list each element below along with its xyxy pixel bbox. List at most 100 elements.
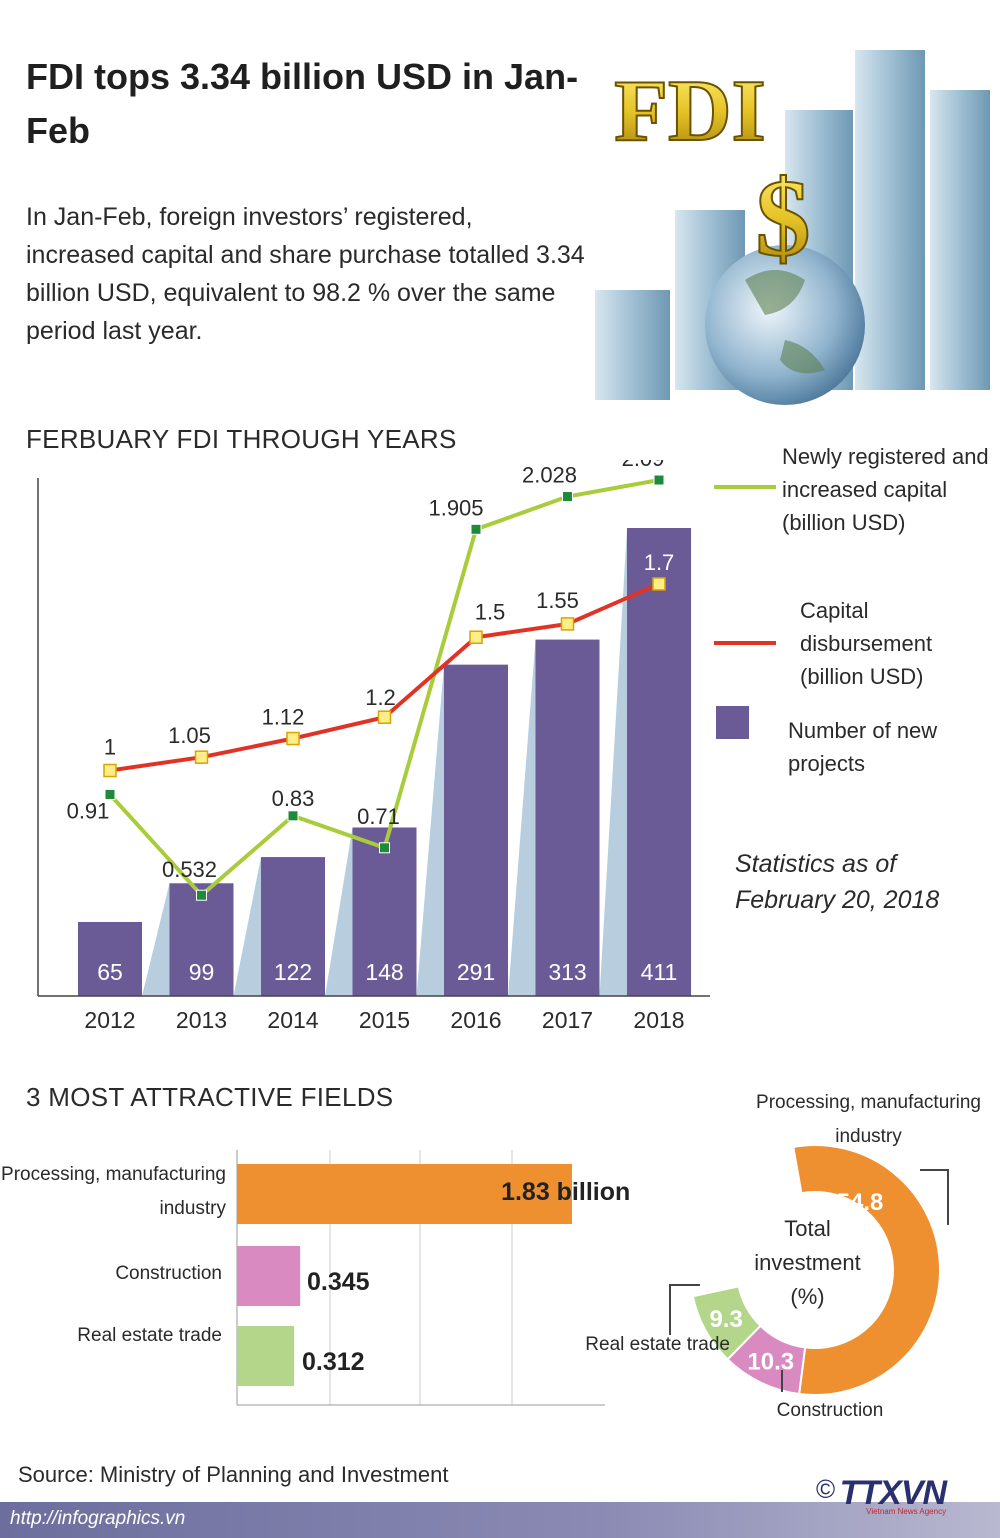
intro-paragraph: In Jan-Feb, foreign investors’ registere… [26, 203, 585, 345]
disbursement-point [286, 731, 300, 746]
x-tick-label: 2012 [84, 1007, 135, 1033]
copyright-symbol: © [816, 1474, 836, 1504]
project-bar [78, 921, 142, 996]
chart-title: FERBUARY FDI THROUGH YEARS [26, 424, 457, 454]
new-capital-point [379, 842, 390, 854]
new-capital-value-label: 0.91 [67, 798, 110, 823]
new-capital-value-label: 0.83 [272, 786, 315, 811]
x-tick-label: 2014 [267, 1007, 318, 1033]
disbursement-point [652, 577, 666, 591]
x-tick-label: 2015 [359, 1007, 410, 1033]
new-capital-value-label: 0.532 [162, 857, 217, 882]
disbursement-value-label: 1.12 [262, 705, 305, 730]
fdi-illustration: $ FDI [595, 50, 990, 405]
new-capital-value-label: 2.09 [622, 460, 665, 471]
bar-shadow [508, 639, 536, 996]
field-label-construction: Construction [115, 1263, 222, 1284]
project-bar [627, 528, 691, 996]
illustration-caption: FDI [614, 63, 766, 160]
bar-shadow [325, 827, 353, 996]
disbursement-value-label: 1.7 [644, 550, 675, 575]
bar-value-label: 122 [274, 959, 312, 985]
donut-value-label: 9.3 [709, 1306, 742, 1333]
legend-bar-label: Number of new projects [788, 718, 938, 776]
project-bar [444, 664, 508, 996]
new-capital-point [562, 491, 573, 503]
logo-text: TTXVN [839, 1474, 947, 1512]
footer-url-link[interactable]: http://infographics.vn [10, 1508, 186, 1529]
project-bar [535, 639, 600, 996]
leader-line [669, 1284, 700, 1335]
ttxvn-logo: © TTXVN Vietnam News Agency [816, 1474, 947, 1516]
field-bar [237, 1246, 301, 1306]
disbursement-point [560, 617, 575, 631]
logo-subtext: Vietnam News Agency [866, 1507, 947, 1516]
field-value-label: 0.345 [307, 1268, 370, 1296]
bar-shadow [599, 528, 627, 996]
source-text: Source: Ministry of Planning and Investm… [18, 1462, 449, 1487]
donut-value-label: 10.3 [747, 1348, 794, 1375]
fields-title: 3 MOST ATTRACTIVE FIELDS [26, 1082, 394, 1112]
investment-donut-chart: 54.8 10.39.3 [669, 1144, 949, 1396]
dollar-sign-icon: $ [756, 157, 811, 279]
disbursement-point [103, 763, 117, 778]
leader-line [920, 1169, 949, 1225]
new-capital-value-label: 2.028 [522, 463, 577, 488]
fdi-years-chart: 65 2012 99 2013 122 2014 148 2015 291 2016 313 2017… [37, 460, 710, 1033]
project-bar [352, 827, 417, 996]
donut-center-label: Total investment (%) [754, 1216, 861, 1309]
new-capital-point [653, 474, 665, 486]
x-tick-label: 2013 [176, 1007, 227, 1033]
bar-value-label: 313 [548, 959, 586, 985]
donut-slice [792, 1144, 941, 1396]
new-capital-point [287, 810, 299, 822]
new-capital-point [196, 889, 207, 901]
bar-value-label: 65 [97, 959, 123, 985]
continent-shape [745, 270, 825, 374]
legend-red-label: Capital disbursement (billion USD) [800, 598, 933, 689]
bar-value-label: 411 [641, 959, 678, 985]
bar-shadow [416, 664, 444, 996]
page-title: FDI tops 3.34 billion USD in Jan-Feb [26, 56, 579, 151]
disbursement-point [469, 630, 483, 644]
donut-value-label: 54.8 [837, 1189, 884, 1216]
disbursement-value-label: 1.2 [365, 685, 396, 710]
disbursement-value-label: 1 [104, 735, 116, 760]
disbursement-point [377, 710, 392, 724]
x-tick-label: 2018 [633, 1007, 684, 1033]
bar-shadow [142, 883, 170, 996]
globe-icon [705, 245, 865, 405]
project-bar [261, 857, 325, 996]
project-bar [169, 883, 234, 996]
field-label-real-estate: Real estate trade [77, 1325, 222, 1346]
bar-value-label: 291 [457, 959, 495, 985]
field-bar [237, 1164, 572, 1224]
x-tick-label: 2016 [450, 1007, 501, 1033]
legend-swatches [714, 485, 776, 739]
new-capital-point [104, 788, 116, 800]
new-capital-value-label: 0.71 [357, 804, 400, 829]
donut-label-processing: Processing, manufacturing industry [756, 1092, 981, 1147]
donut-label-construction: Construction [776, 1400, 884, 1421]
x-tick-label: 2017 [542, 1007, 593, 1033]
illustration-bar [930, 90, 990, 390]
legend-green-label: Newly registered and increased capital (… [782, 444, 989, 535]
bar-value-label: 148 [365, 959, 403, 985]
bar-value-label: 99 [189, 959, 215, 985]
legend-bar-swatch [716, 706, 749, 739]
illustration-bar [595, 290, 670, 400]
new-capital-value-label: 1.905 [428, 495, 483, 520]
fields-bar-chart: 1.83 billion USD 0.345 0.312 [236, 1150, 630, 1406]
donut-slice [691, 1285, 762, 1361]
field-label-processing: Processing, manufacturing industry [1, 1164, 226, 1219]
disbursement-value-label: 1.5 [475, 599, 506, 624]
donut-label-real-estate: Real estate trade [585, 1334, 730, 1355]
disbursement-point [194, 750, 209, 764]
disbursement-value-label: 1.05 [168, 723, 211, 748]
new-capital-point [470, 523, 482, 535]
statistics-note: Statistics as of February 20, 2018 [735, 850, 940, 914]
bar-shadow [233, 857, 261, 996]
footer-bar [0, 1502, 1000, 1538]
illustration-bar [855, 50, 925, 390]
field-bar [237, 1326, 295, 1386]
